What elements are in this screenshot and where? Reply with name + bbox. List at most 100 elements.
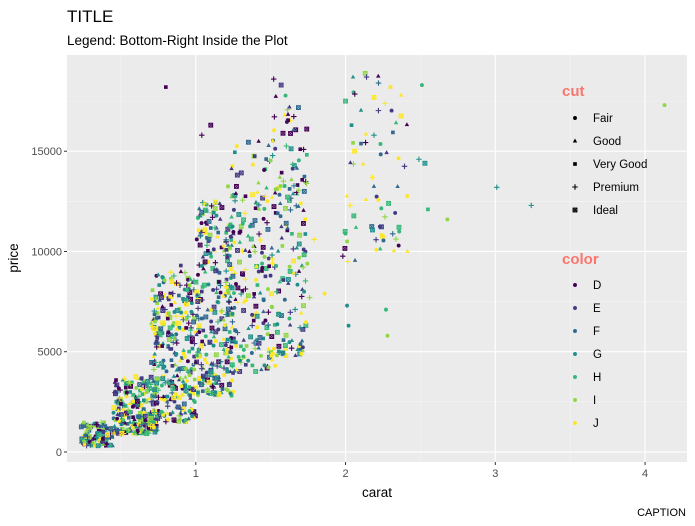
data-point [169,303,174,307]
data-point [379,224,384,230]
data-point [358,107,364,112]
data-point [351,141,355,145]
data-point [116,386,121,391]
data-point [104,438,109,442]
data-point [231,371,235,375]
data-point [261,321,266,326]
data-point [234,281,238,286]
data-point [226,223,232,228]
data-point [229,238,234,242]
data-point [186,295,190,299]
data-point [283,205,288,211]
data-point [268,291,274,297]
data-point [208,369,214,374]
data-point [287,309,294,316]
data-point [227,330,232,334]
data-point [130,404,135,409]
data-point [245,233,251,238]
data-point [213,352,219,358]
data-point [141,381,146,386]
data-point [376,73,381,78]
data-point [164,369,169,374]
data-point [292,306,298,313]
data-point [178,269,184,274]
data-point [362,139,369,146]
data-point [422,160,428,166]
data-point [247,249,252,253]
data-point [228,294,233,299]
data-point [206,248,210,253]
data-point [262,254,267,259]
data-point [188,276,193,281]
data-point [243,194,248,199]
data-point [116,406,121,411]
data-point [159,383,164,388]
data-point [264,220,270,226]
data-point [205,307,210,312]
data-point [287,268,293,274]
data-point [282,112,287,117]
data-point [200,339,204,344]
legend-key-good [572,138,578,143]
data-point [234,183,239,189]
data-point [154,380,160,386]
data-point [172,300,177,305]
data-point [196,315,202,322]
data-point [124,394,129,399]
data-point [223,237,229,243]
data-point [148,374,154,380]
data-point [181,351,186,356]
data-point [276,349,281,354]
legend-label: J [593,418,599,430]
data-point [199,343,205,349]
data-point [391,248,397,253]
data-point [225,337,230,342]
data-point [346,323,351,328]
data-point [379,206,384,211]
data-point [384,307,388,312]
data-point [111,410,116,415]
data-point [362,70,368,76]
data-point [371,132,377,138]
data-point [363,131,369,136]
data-point [86,438,91,443]
data-point [260,269,264,273]
data-point [240,221,245,226]
data-point [153,344,160,350]
data-point [174,351,179,356]
data-point [172,399,177,404]
data-point [256,345,261,350]
data-point [151,419,156,424]
data-point [252,248,258,255]
data-point [183,374,188,379]
data-point [165,399,170,404]
data-point [301,207,306,212]
data-point [177,293,181,298]
data-point [235,285,241,291]
data-point [185,288,190,292]
data-point [148,381,154,388]
data-point [209,361,214,366]
x-axis-label: carat [362,485,392,500]
data-point [185,320,192,326]
data-point [279,235,285,240]
data-point [225,255,230,260]
data-point [183,417,188,422]
data-point [132,417,137,422]
data-point [170,380,175,385]
data-point [232,291,236,295]
data-point [154,424,159,428]
data-point [170,409,175,414]
data-point [169,332,175,336]
data-point [185,359,190,364]
x-tick-label: 3 [492,468,498,480]
data-point [261,336,266,341]
data-point [159,361,165,367]
data-point [246,139,251,145]
data-point [183,301,189,307]
data-point [382,214,388,220]
data-point [280,350,286,356]
data-point [306,294,313,301]
data-point [161,413,165,417]
data-point [130,425,135,430]
